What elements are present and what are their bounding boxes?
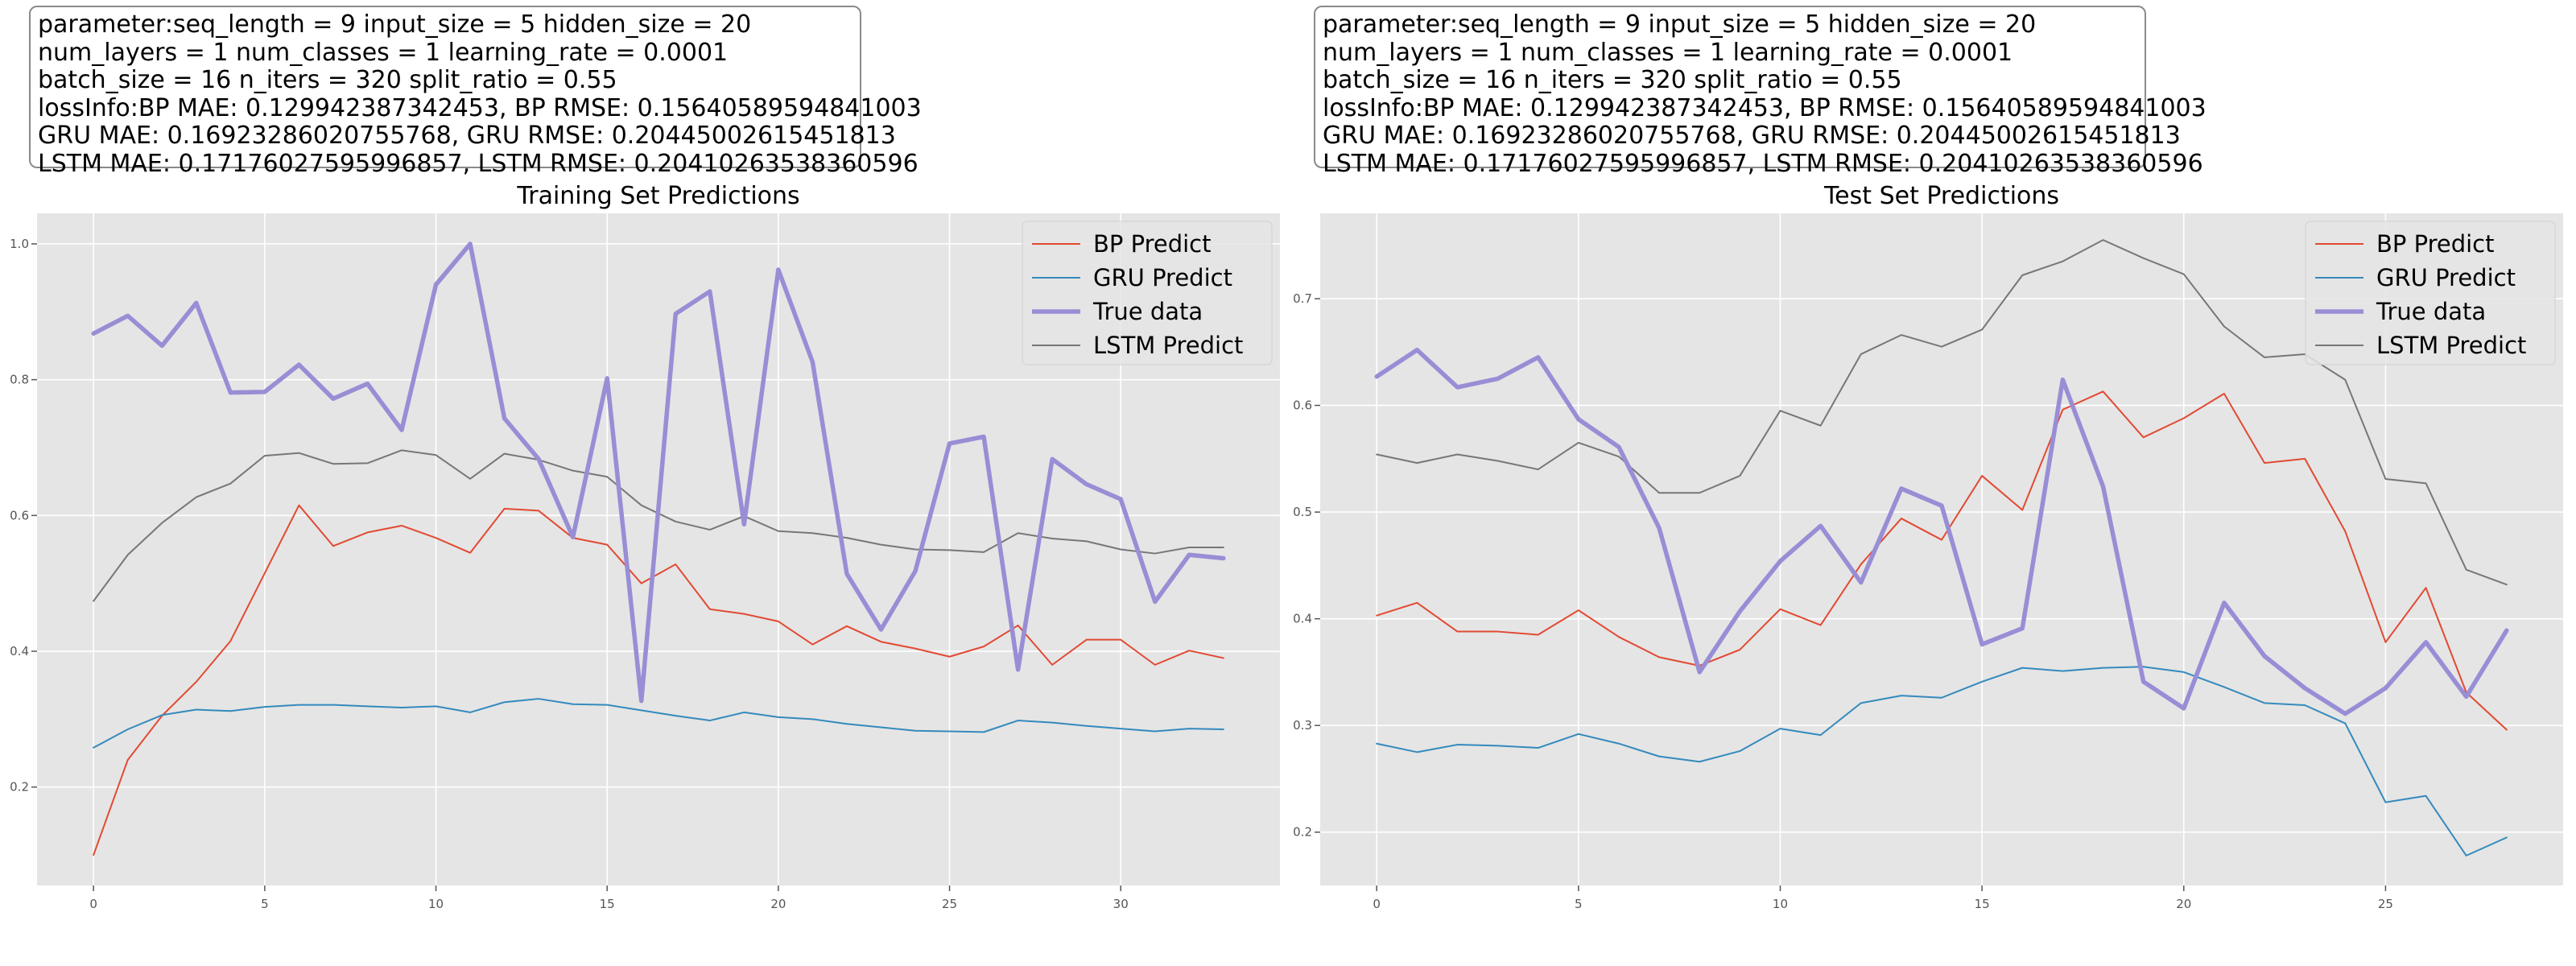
x-tick-label: 10 xyxy=(1773,897,1788,911)
training-parameters-box: parameter:seq_length = 9 input_size = 5 … xyxy=(29,6,922,177)
y-tick-label: 0.3 xyxy=(1293,718,1312,733)
series-line-true xyxy=(91,242,1226,704)
y-tick-label: 0.6 xyxy=(10,508,29,522)
y-tick-label: 0.4 xyxy=(10,644,29,658)
x-tick-label: 5 xyxy=(261,897,269,911)
y-tick-label: 0.6 xyxy=(1293,398,1312,413)
legend-label-gru: GRU Predict xyxy=(1093,264,1232,291)
series-line-bp xyxy=(1376,390,2508,731)
param-line-3: batch_size = 16 n_iters = 320 split_rati… xyxy=(38,66,617,94)
y-tick-label: 1.0 xyxy=(10,237,29,251)
chart-title: Test Set Predictions xyxy=(1823,182,2059,210)
x-tick-label: 15 xyxy=(1975,897,1990,911)
loss-line-lstm: LSTM MAE: 0.17176027595996857, LSTM RMSE… xyxy=(38,149,919,178)
legend-label-gru: GRU Predict xyxy=(2376,264,2516,291)
x-tick-label: 25 xyxy=(942,897,957,911)
x-tick-label: 15 xyxy=(600,897,615,911)
series-line-gru xyxy=(1376,666,2508,857)
x-tick-label: 5 xyxy=(1575,897,1583,911)
series-line-gru xyxy=(93,698,1224,749)
x-tick-label: 30 xyxy=(1113,897,1129,911)
y-tick-label: 0.5 xyxy=(1293,505,1312,519)
legend-label-true: True data xyxy=(2376,298,2486,325)
legend-box xyxy=(2305,221,2556,365)
legend: BP Predict GRU Predict True data LSTM Predi… xyxy=(2305,221,2556,365)
param-line-1: parameter:seq_length = 9 input_size = 5 … xyxy=(38,10,752,39)
legend-label-bp: BP Predict xyxy=(1093,230,1212,258)
loss-line-bp: lossInfo:BP MAE: 0.129942387342453, BP R… xyxy=(1323,93,2207,122)
param-line-1: parameter:seq_length = 9 input_size = 5 … xyxy=(1323,10,2037,39)
param-line-3: batch_size = 16 n_iters = 320 split_rati… xyxy=(1323,66,1902,94)
y-tick-label: 0.8 xyxy=(10,373,29,387)
param-line-2: num_layers = 1 num_classes = 1 learning_… xyxy=(38,38,729,67)
x-tick-label: 25 xyxy=(2378,897,2393,911)
legend-label-true: True data xyxy=(1092,298,1203,325)
loss-line-gru: GRU MAE: 0.16923286020755768, GRU RMSE: … xyxy=(38,122,896,150)
legend-box xyxy=(1022,221,1273,365)
y-tick-label: 0.2 xyxy=(10,780,29,795)
training-chart: 0 5 10 15 20 25 30 0.2 0.4 0.6 0.8 1.0 Training Set … xyxy=(10,182,1280,911)
test-chart: 0 5 10 15 20 25 0.2 0.3 0.4 0.5 0.6 0.7 Test Set Pre… xyxy=(1293,182,2563,911)
x-tick-label: 20 xyxy=(2176,897,2191,911)
legend-label-bp: BP Predict xyxy=(2376,230,2495,258)
x-tick-label: 0 xyxy=(89,897,97,911)
chart-title: Training Set Predictions xyxy=(516,182,799,210)
y-tick-label: 0.7 xyxy=(1293,291,1312,306)
x-tick-label: 10 xyxy=(428,897,444,911)
param-line-2: num_layers = 1 num_classes = 1 learning_… xyxy=(1323,38,2013,67)
legend-label-lstm: LSTM Predict xyxy=(2376,332,2526,359)
legend-label-lstm: LSTM Predict xyxy=(1093,332,1243,359)
legend: BP Predict GRU Predict True data LSTM Predi… xyxy=(1022,221,1273,365)
x-tick-label: 20 xyxy=(770,897,786,911)
series-line-bp xyxy=(93,504,1224,857)
loss-line-bp: lossInfo:BP MAE: 0.129942387342453, BP R… xyxy=(38,93,922,122)
loss-line-lstm: LSTM MAE: 0.17176027595996857, LSTM RMSE… xyxy=(1323,149,2203,178)
y-tick-label: 0.4 xyxy=(1293,612,1312,626)
test-parameters-box: parameter:seq_length = 9 input_size = 5 … xyxy=(1314,6,2207,177)
loss-line-gru: GRU MAE: 0.16923286020755768, GRU RMSE: … xyxy=(1323,122,2181,150)
series-line-true xyxy=(1374,347,2509,716)
y-tick-label: 0.2 xyxy=(1293,825,1312,840)
x-tick-label: 0 xyxy=(1373,897,1381,911)
